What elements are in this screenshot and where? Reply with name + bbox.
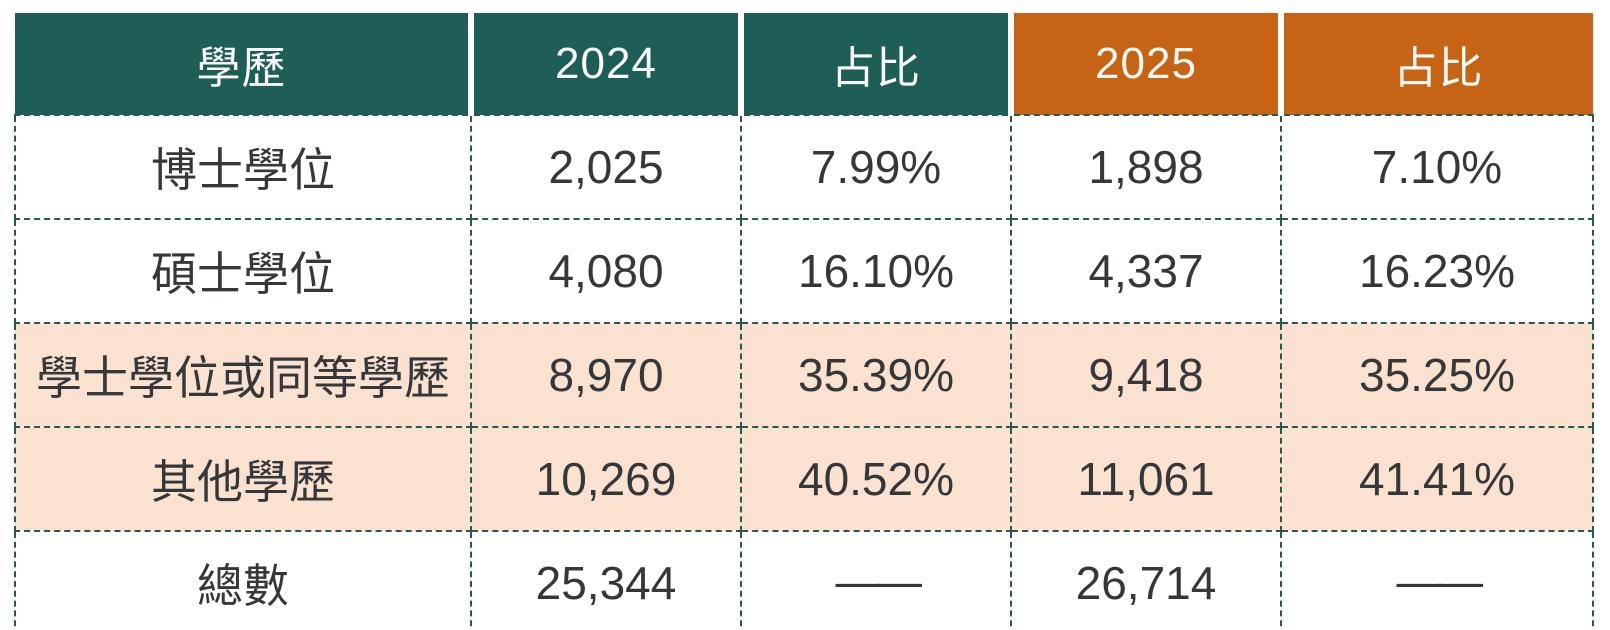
col-header-education: 學歷 <box>15 13 471 116</box>
share-cell-2024: 16.10% <box>740 218 1012 324</box>
value-cell-2025: 11,061 <box>1010 426 1282 532</box>
row-label-cell: 總數 <box>14 530 472 630</box>
share-cell-2024: 35.39% <box>740 322 1012 428</box>
value-cell-2025: 9,418 <box>1010 322 1282 428</box>
value-cell-2024: 8,970 <box>470 322 742 428</box>
value-cell-2025: 4,337 <box>1010 218 1282 324</box>
em-dash-placeholder: —— <box>1396 555 1483 607</box>
col-header-2024-share: 占比 <box>738 13 1011 116</box>
table-row-total: 總數 25,344 —— 26,714 —— <box>14 530 1594 630</box>
col-header-2025-share: 占比 <box>1278 13 1593 116</box>
em-dash-placeholder: —— <box>835 555 922 607</box>
share-cell-2025: 16.23% <box>1280 218 1594 324</box>
table-row-doctoral: 博士學位 2,025 7.99% 1,898 7.10% <box>14 114 1594 220</box>
share-cell-2025: 41.41% <box>1280 426 1594 532</box>
value-cell-2025: 1,898 <box>1010 114 1282 220</box>
col-header-2025: 2025 <box>1008 13 1281 116</box>
table-row-master: 碩士學位 4,080 16.10% 4,337 16.23% <box>14 218 1594 324</box>
share-cell-2025: 35.25% <box>1280 322 1594 428</box>
row-label-cell: 博士學位 <box>14 114 472 220</box>
row-label-cell: 碩士學位 <box>14 218 472 324</box>
value-cell-2025: 26,714 <box>1010 530 1282 630</box>
col-header-2024: 2024 <box>468 13 741 116</box>
header-row: 學歷 2024 占比 2025 占比 <box>15 13 1593 116</box>
share-cell-2025: —— <box>1280 530 1594 630</box>
row-label-cell: 學士學位或同等學歷 <box>14 322 472 428</box>
table-row-bachelor: 學士學位或同等學歷 8,970 35.39% 9,418 35.25% <box>14 322 1594 428</box>
share-cell-2024: —— <box>740 530 1012 630</box>
value-cell-2024: 2,025 <box>470 114 742 220</box>
education-statistics-table: 學歷 2024 占比 2025 占比 博士學位 2,025 7.99% 1,89… <box>14 13 1594 630</box>
row-label-cell: 其他學歷 <box>14 426 472 532</box>
value-cell-2024: 10,269 <box>470 426 742 532</box>
table-row-other: 其他學歷 10,269 40.52% 11,061 41.41% <box>14 426 1594 532</box>
value-cell-2024: 25,344 <box>470 530 742 630</box>
share-cell-2025: 7.10% <box>1280 114 1594 220</box>
share-cell-2024: 40.52% <box>740 426 1012 532</box>
share-cell-2024: 7.99% <box>740 114 1012 220</box>
value-cell-2024: 4,080 <box>470 218 742 324</box>
